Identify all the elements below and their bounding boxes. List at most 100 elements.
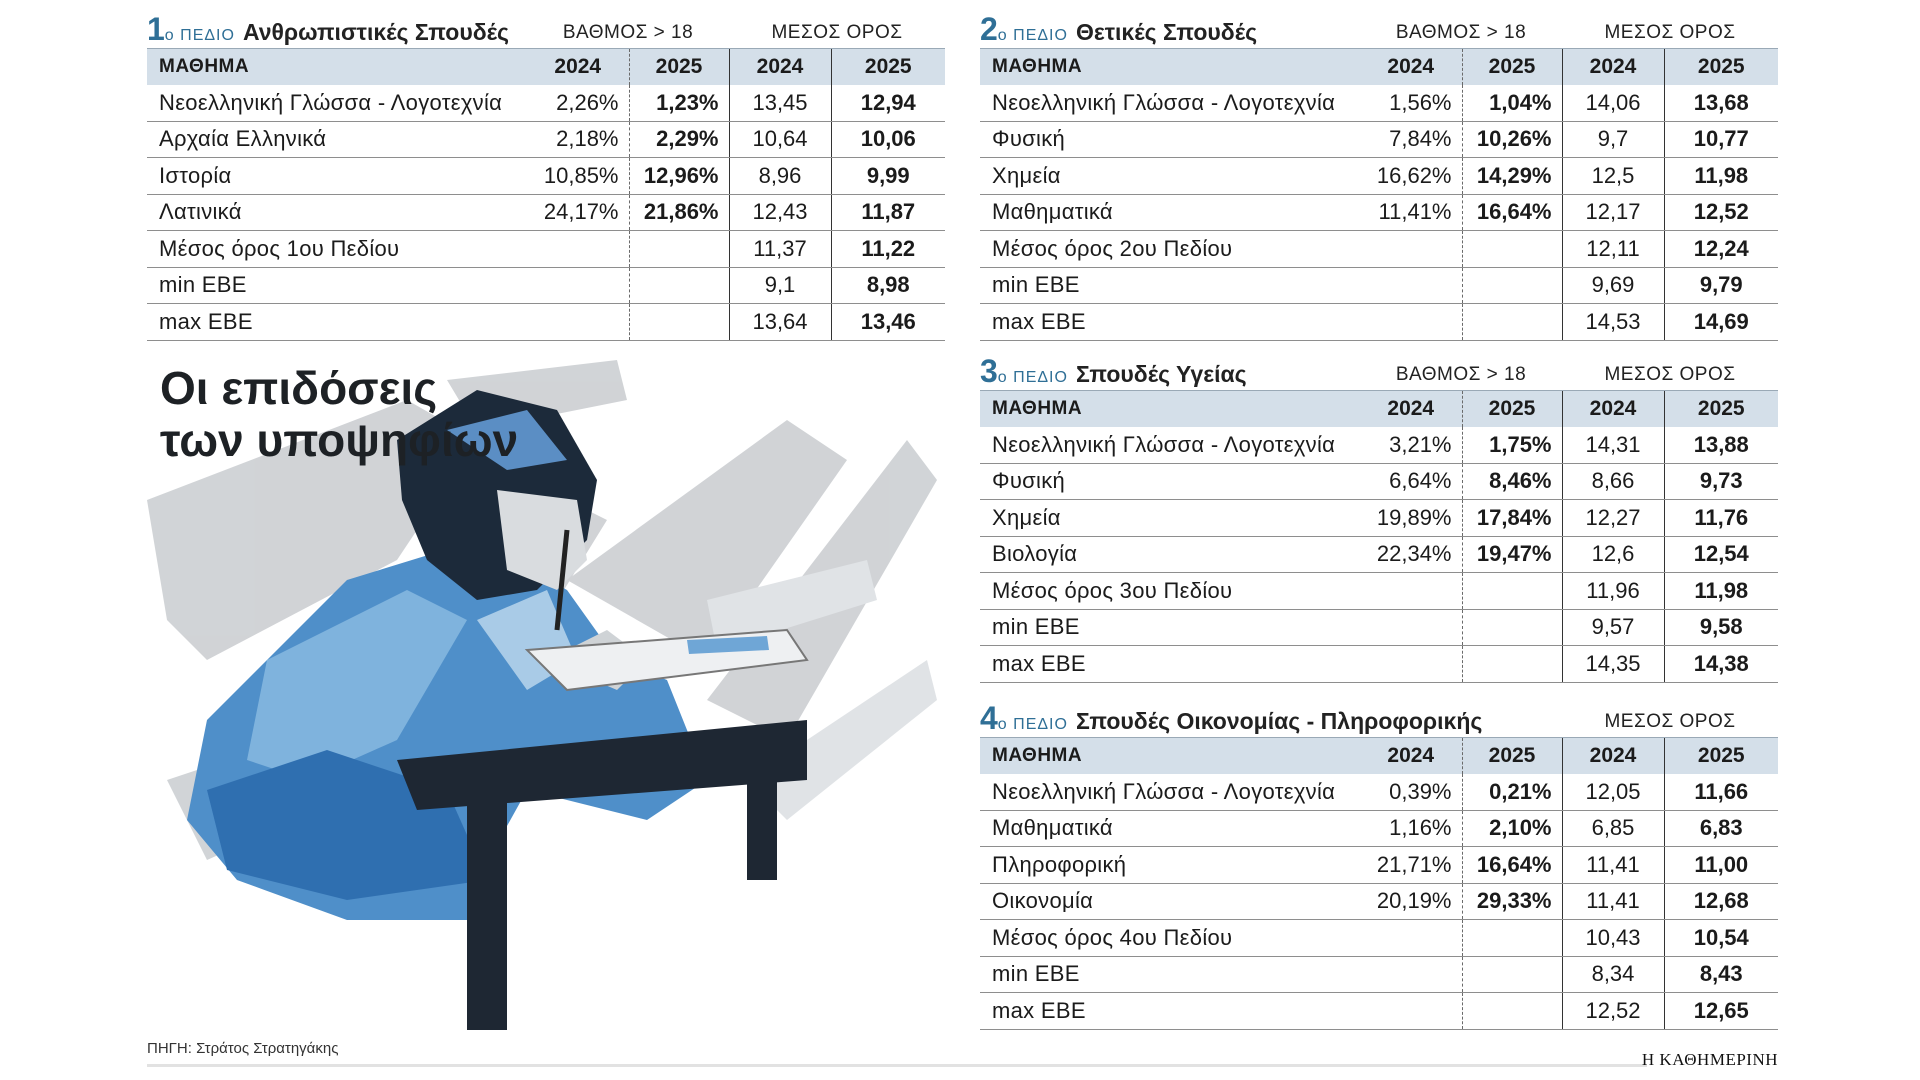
column-header: 2025	[830, 48, 945, 85]
value-cell: 12,43	[728, 194, 831, 231]
subject-cell: max ΕΒΕ	[980, 303, 1360, 341]
field-number: 2	[980, 11, 998, 47]
empty-cell	[1461, 572, 1562, 610]
column-header: 2025	[1663, 390, 1778, 427]
empty-cell	[1360, 992, 1462, 1030]
value-cell: 11,98	[1663, 572, 1778, 610]
table-head: ΜΑΘΗΜΑ 2024 2025 2024 2025	[980, 737, 1778, 774]
column-header: 2025	[1663, 48, 1778, 85]
value-cell: 9,57	[1561, 609, 1664, 646]
table-row: min ΕΒΕ 9,1 8,98	[147, 267, 945, 304]
title-line: Οι επιδόσεις	[160, 362, 438, 414]
value-cell: 10,77	[1663, 121, 1778, 158]
value-cell: 8,43	[1663, 956, 1778, 993]
value-cell: 20,19%	[1360, 883, 1462, 920]
value-cell: 9,79	[1663, 267, 1778, 304]
subject-cell: Νεοελληνική Γλώσσα - Λογοτεχνία	[980, 427, 1360, 464]
column-header: 2024	[527, 48, 629, 85]
empty-cell	[1461, 267, 1562, 304]
table-row: Μέσος όρος 2ου Πεδίου 12,11 12,24	[980, 230, 1778, 268]
value-cell: 2,10%	[1461, 810, 1562, 847]
header-row: ΜΑΘΗΜΑ 2024 2025 2024 2025	[980, 390, 1778, 427]
value-cell: 10,26%	[1461, 121, 1562, 158]
empty-cell	[1461, 303, 1562, 341]
value-cell: 11,76	[1663, 499, 1778, 537]
subject-cell: max ΕΒΕ	[980, 645, 1360, 683]
table-head: ΜΑΘΗΜΑ 2024 2025 2024 2025	[980, 390, 1778, 427]
value-cell: 14,29%	[1461, 157, 1562, 195]
field-name: Σπουδές Οικονομίας - Πληροφορικής	[1075, 708, 1483, 734]
empty-cell	[1360, 645, 1462, 683]
subject-cell: Ιστορία	[147, 157, 527, 195]
table-row: max ΕΒΕ 14,35 14,38	[980, 645, 1778, 683]
value-cell: 11,00	[1663, 846, 1778, 884]
table-row: max ΕΒΕ 13,64 13,46	[147, 303, 945, 341]
value-cell: 14,69	[1663, 303, 1778, 341]
main-title: Οι επιδόσεις των υποψηφίων	[160, 362, 518, 466]
value-cell: 1,75%	[1461, 427, 1562, 464]
table-row: Μέσος όρος 1ου Πεδίου 11,37 11,22	[147, 230, 945, 268]
empty-cell	[1461, 230, 1562, 268]
value-cell: 21,86%	[628, 194, 729, 231]
value-cell: 19,89%	[1360, 499, 1462, 537]
group-header: ΜΕΣΟΣ ΟΡΟΣ	[1604, 711, 1736, 732]
empty-cell	[1360, 919, 1462, 957]
value-cell: 1,16%	[1360, 810, 1462, 847]
value-cell: 11,66	[1663, 774, 1778, 811]
group-header: ΒΑΘΜΟΣ > 18	[562, 22, 694, 43]
field-number: 3	[980, 353, 998, 389]
table-row: max ΕΒΕ 12,52 12,65	[980, 992, 1778, 1030]
table-row: min ΕΒΕ 8,34 8,43	[980, 956, 1778, 993]
table-row: min ΕΒΕ 9,57 9,58	[980, 609, 1778, 646]
value-cell: 11,41	[1561, 846, 1664, 884]
column-header: 2024	[728, 48, 831, 85]
empty-cell	[1461, 956, 1562, 993]
column-header: ΜΑΘΗΜΑ	[980, 390, 1360, 427]
table-row: max ΕΒΕ 14,53 14,69	[980, 303, 1778, 341]
value-cell: 8,34	[1561, 956, 1664, 993]
subject-cell: Μέσος όρος 2ου Πεδίου	[980, 230, 1360, 268]
subject-cell: Οικονομία	[980, 883, 1360, 920]
table-row: Χημεία 19,89% 17,84% 12,27 11,76	[980, 499, 1778, 537]
header-row: ΜΑΘΗΜΑ 2024 2025 2024 2025	[980, 737, 1778, 774]
value-cell: 12,94	[830, 85, 945, 122]
subject-cell: Αρχαία Ελληνικά	[147, 121, 527, 158]
value-cell: 13,68	[1663, 85, 1778, 122]
value-cell: 16,64%	[1461, 846, 1562, 884]
column-header: 2024	[1360, 48, 1462, 85]
value-cell: 10,06	[830, 121, 945, 158]
field-number: 1	[147, 11, 165, 47]
column-header: 2024	[1561, 737, 1664, 774]
subject-cell: min ΕΒΕ	[980, 956, 1360, 993]
subject-cell: max ΕΒΕ	[980, 992, 1360, 1030]
value-cell: 12,65	[1663, 992, 1778, 1030]
value-cell: 0,39%	[1360, 774, 1462, 811]
value-cell: 10,85%	[527, 157, 629, 195]
empty-cell	[1461, 992, 1562, 1030]
field-name: Σπουδές Υγείας	[1075, 361, 1247, 387]
value-cell: 10,64	[728, 121, 831, 158]
data-table: ΜΑΘΗΜΑ 2024 2025 2024 2025 Νεοελληνική Γλώσσα…	[147, 48, 945, 341]
value-cell: 1,04%	[1461, 85, 1562, 122]
table-row: Φυσική 7,84% 10,26% 9,7 10,77	[980, 121, 1778, 158]
value-cell: 13,88	[1663, 427, 1778, 464]
value-cell: 1,23%	[628, 85, 729, 122]
field-name: Θετικές Σπουδές	[1075, 19, 1258, 45]
column-header: 2025	[1663, 737, 1778, 774]
value-cell: 9,7	[1561, 121, 1664, 158]
field-label: ο ΠΕΔΙΟ	[997, 716, 1068, 733]
group-header: ΜΕΣΟΣ ΟΡΟΣ	[771, 22, 903, 43]
group-header: ΜΕΣΟΣ ΟΡΟΣ	[1604, 22, 1736, 43]
value-cell: 14,31	[1561, 427, 1664, 464]
subject-cell: Νεοελληνική Γλώσσα - Λογοτεχνία	[147, 85, 527, 122]
value-cell: 16,62%	[1360, 157, 1462, 195]
value-cell: 8,66	[1561, 463, 1664, 500]
value-cell: 2,29%	[628, 121, 729, 158]
subject-cell: Νεοελληνική Γλώσσα - Λογοτεχνία	[980, 774, 1360, 811]
value-cell: 13,46	[830, 303, 945, 341]
